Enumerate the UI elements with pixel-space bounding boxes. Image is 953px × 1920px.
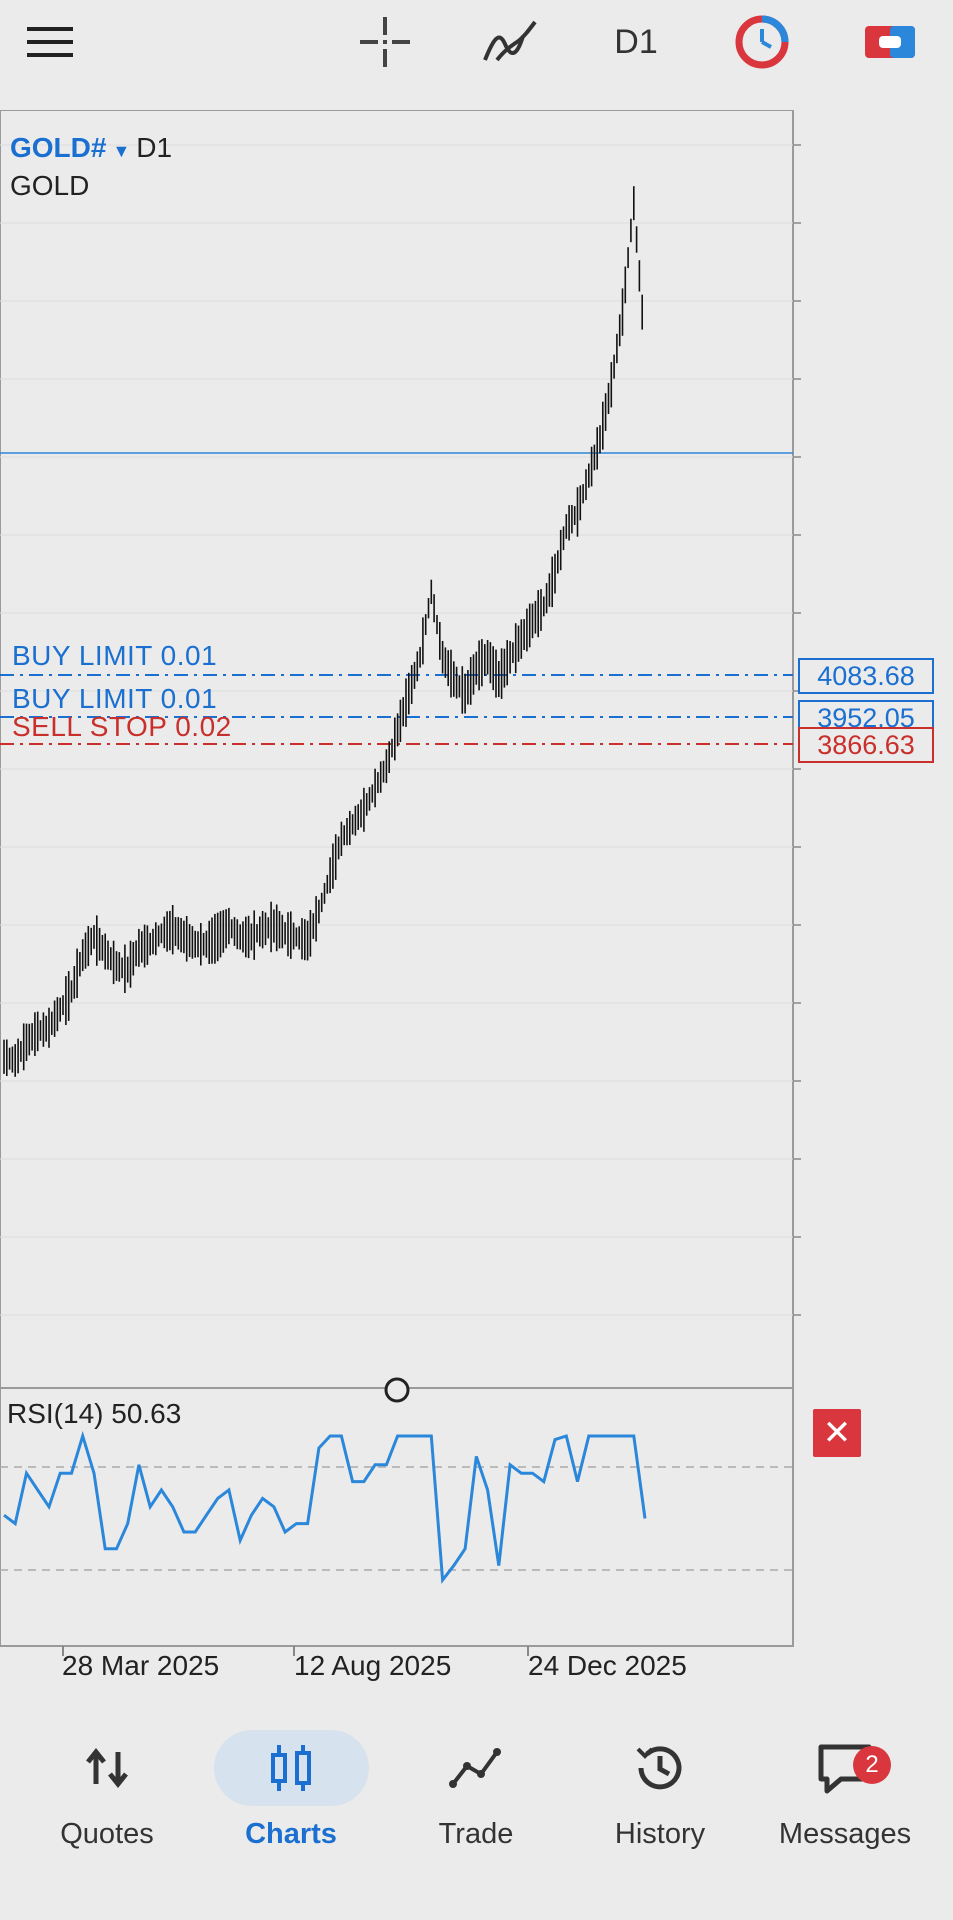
close-indicator-button[interactable]: ✕ (813, 1409, 861, 1457)
nav-charts-active-pill (213, 1730, 369, 1806)
nav-quotes-label: Quotes (60, 1818, 154, 1850)
order-label-buy-limit-2[interactable]: BUY LIMIT 0.01 (12, 683, 218, 714)
bottom-navigation: Quotes Charts Trade (0, 1720, 953, 1920)
nav-charts-label: Charts (245, 1818, 337, 1850)
timeframe-button[interactable]: D1 (600, 12, 672, 72)
rsi-line (3, 1430, 647, 1584)
nav-trade[interactable]: Trade (386, 1728, 566, 1868)
chart-symbol[interactable]: GOLD# ▼ D1 (10, 132, 172, 164)
trade-toggle-icon (865, 26, 915, 58)
hamburger-icon (27, 27, 73, 57)
history-clock-icon (636, 1746, 682, 1790)
crosshair-icon (360, 17, 410, 67)
date-label-3: 24 Dec 2025 (528, 1650, 687, 1681)
candles (3, 186, 644, 1077)
symbol-timeframe: D1 (136, 132, 173, 163)
trade-toggle-button[interactable] (860, 12, 920, 72)
nav-trade-label: Trade (438, 1818, 514, 1850)
rsi-label: RSI(14) 50.63 (7, 1398, 182, 1429)
nav-history[interactable]: History (570, 1728, 750, 1868)
date-label-1: 28 Mar 2025 (62, 1650, 220, 1681)
order-label-buy-limit-1[interactable]: BUY LIMIT 0.01 (12, 640, 218, 671)
trade-line-icon (449, 1748, 501, 1788)
price-chart[interactable] (0, 110, 953, 1710)
nav-messages-label: Messages (778, 1818, 912, 1850)
crosshair-button[interactable] (355, 12, 415, 72)
order-label-sell-stop[interactable]: SELL STOP 0.02 (12, 711, 232, 742)
nav-history-label: History (614, 1818, 706, 1850)
chart-area[interactable] (0, 110, 953, 1710)
nav-messages[interactable]: 2 Messages (755, 1728, 935, 1868)
price-tag-sell-stop: 3866.63 (798, 727, 934, 763)
price-tag-buy-limit-1: 4083.68 (798, 658, 934, 694)
messages-badge: 2 (853, 1746, 891, 1784)
symbol-name: GOLD# (10, 132, 107, 163)
date-label-2: 12 Aug 2025 (294, 1650, 452, 1681)
clock-icon (735, 15, 789, 69)
nav-charts[interactable]: Charts (201, 1728, 381, 1868)
quotes-arrows-icon (86, 1748, 128, 1788)
clock-button[interactable] (732, 12, 792, 72)
symbol-description: GOLD (10, 170, 90, 201)
dropdown-arrow-icon: ▼ (112, 141, 131, 161)
nav-quotes[interactable]: Quotes (17, 1728, 197, 1868)
timeframe-label: D1 (614, 22, 658, 61)
chart-toolbar: D1 (0, 0, 953, 90)
candlestick-chart-icon (271, 1745, 311, 1791)
menu-button[interactable] (20, 12, 80, 72)
indicators-button[interactable] (480, 12, 540, 72)
indicator-icon (483, 20, 537, 62)
panel-resize-handle[interactable] (384, 1377, 410, 1403)
